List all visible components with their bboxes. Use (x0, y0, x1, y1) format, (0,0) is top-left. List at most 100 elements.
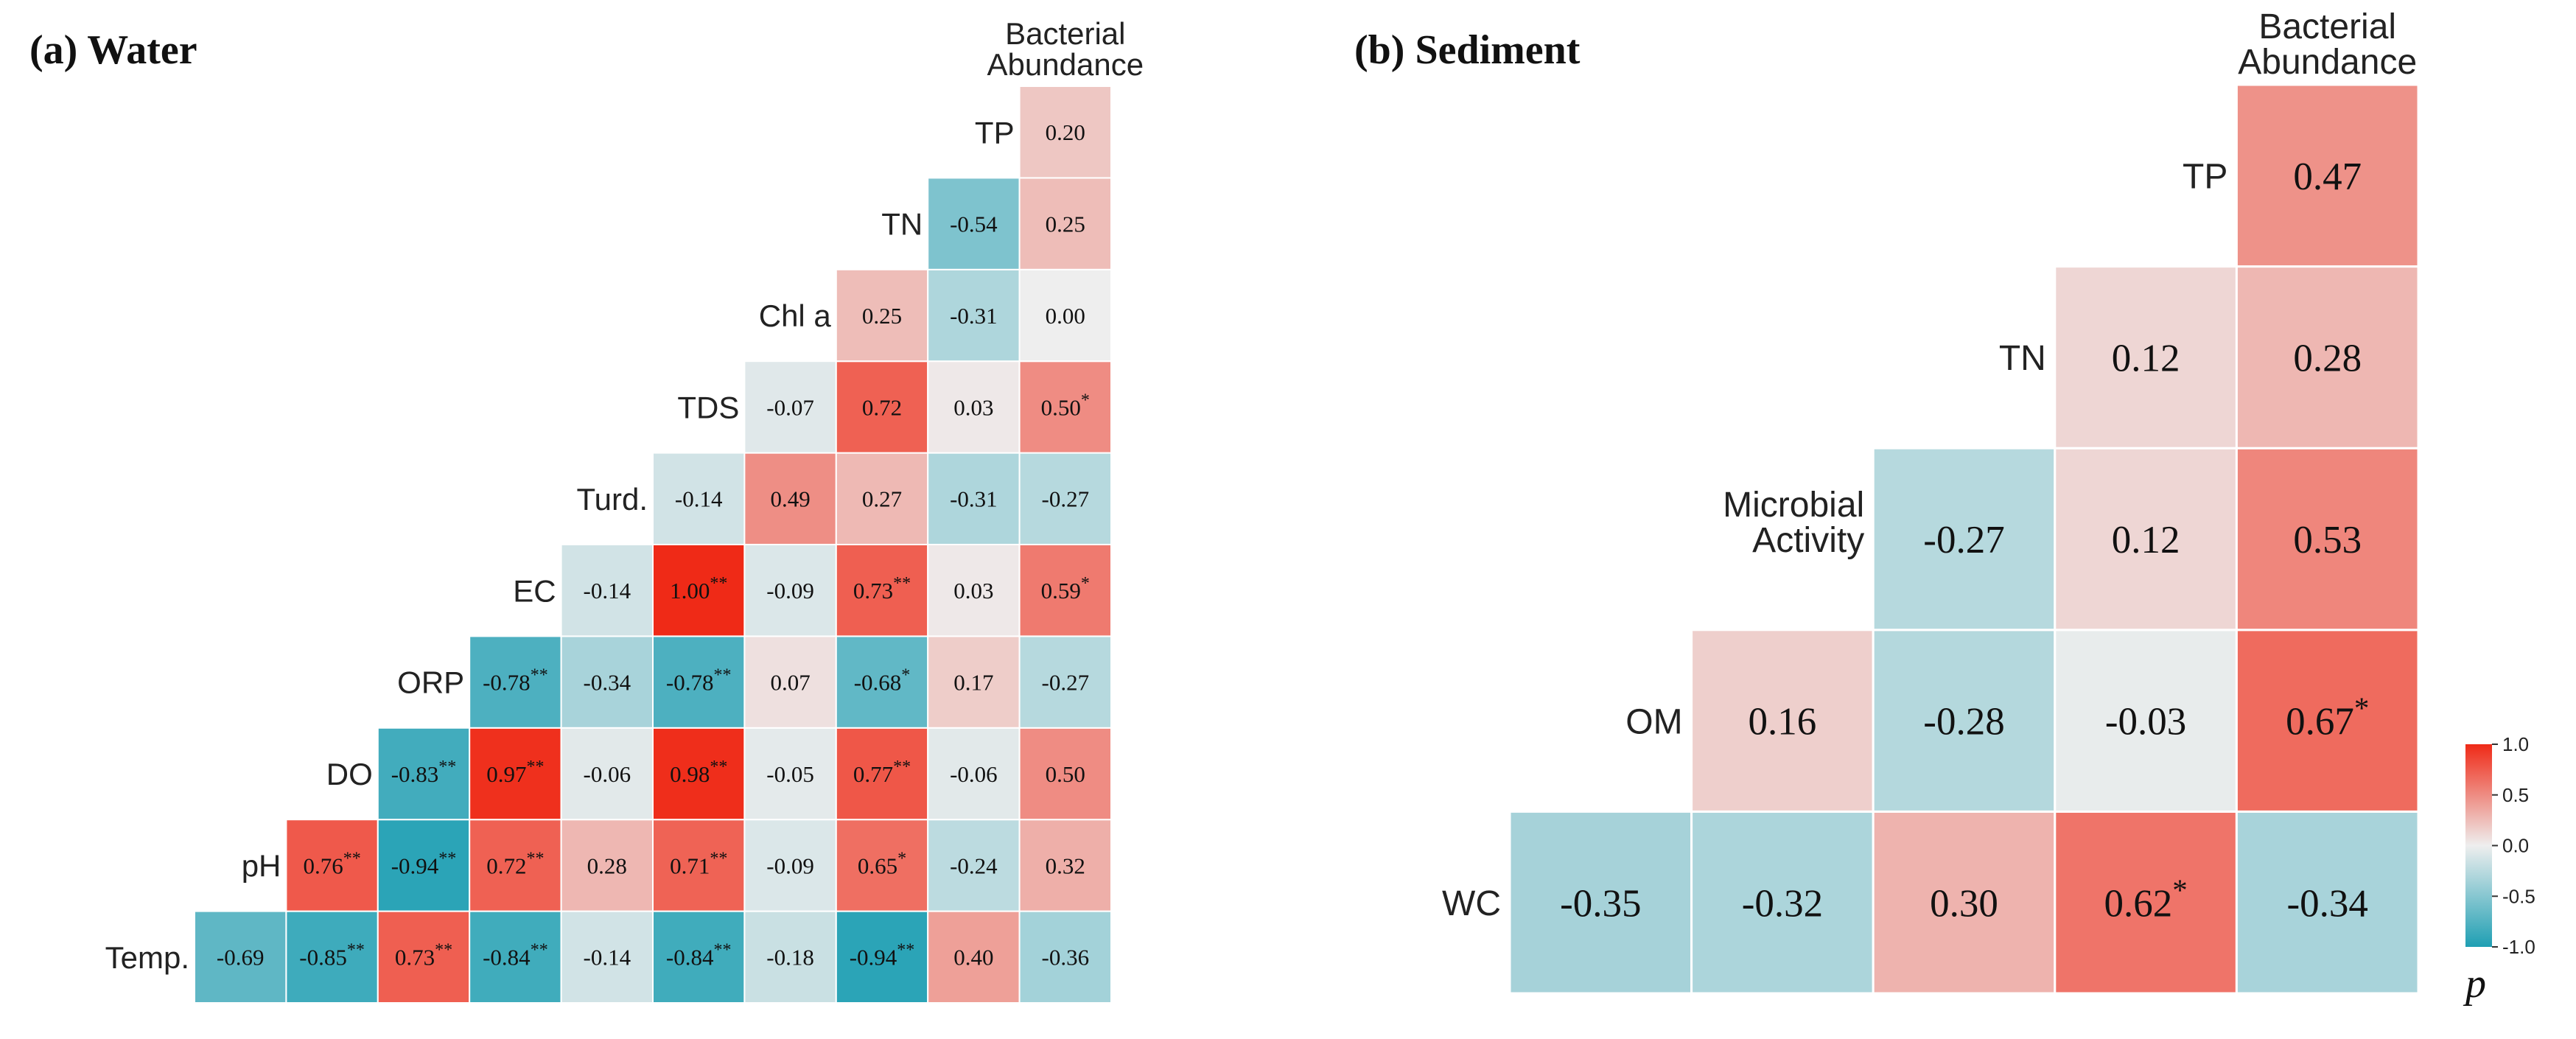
water-cell (835, 268, 929, 363)
water-cell-value: 0.32 (1046, 853, 1085, 878)
water-cell (835, 910, 929, 1004)
water-cell-value: 1.00** (670, 574, 727, 604)
sediment-cell-value: 0.16 (1749, 701, 1817, 744)
panel-a-title: (a) Water (29, 27, 197, 73)
sediment-cell-value: 0.28 (2293, 337, 2362, 379)
water-cell-value: -0.36 (1042, 945, 1090, 970)
water-cell (1018, 268, 1112, 363)
sediment-cell-value: -0.35 (1560, 882, 1641, 925)
water-row-label: Temp. (105, 940, 189, 975)
water-cell (560, 544, 654, 637)
water-cell (469, 727, 562, 821)
water-cell-value: 0.40 (953, 945, 993, 970)
water-cell (194, 910, 287, 1004)
legend-tick-label: 0.5 (2502, 784, 2529, 806)
legend-color-bar (2465, 744, 2492, 947)
water-cell-value: 0.25 (862, 303, 902, 329)
water-cell-value: -0.09 (766, 853, 814, 878)
sediment-cell (1872, 810, 2057, 995)
water-row-label: Chl a (759, 298, 832, 333)
water-cell (927, 177, 1021, 270)
sediment-row-label: OM (1625, 702, 1682, 741)
sediment-cell (2054, 629, 2238, 813)
panel-b-title: (b) Sediment (1354, 27, 1581, 73)
water-cell (1018, 85, 1112, 179)
water-row-label: TP (975, 115, 1015, 150)
sediment-cell (2235, 447, 2420, 632)
water-cell-value: 0.03 (953, 394, 993, 420)
sediment-cell-value: 0.12 (2112, 337, 2180, 379)
sediment-cell-value: 0.53 (2293, 519, 2362, 562)
water-cell-value: -0.07 (766, 394, 814, 420)
sediment-cell (1872, 447, 2057, 632)
water-cell (1018, 635, 1112, 729)
water-cell-value: 0.28 (587, 853, 627, 878)
water-row-label: EC (513, 573, 556, 608)
legend-tick-label: 0.0 (2502, 835, 2529, 857)
sediment-row-label: TN (1999, 339, 2046, 378)
water-cell (927, 635, 1021, 729)
water-cell (1018, 727, 1112, 821)
sediment-cell (1508, 810, 1693, 995)
water-cell (743, 360, 837, 454)
water-cell-value: -0.05 (766, 761, 814, 787)
water-cell-value: 0.03 (953, 578, 993, 604)
legend-tick-label: -1.0 (2502, 936, 2535, 958)
water-row-label: pH (242, 849, 281, 884)
water-cell (652, 910, 746, 1004)
legend-tick-label: 1.0 (2502, 733, 2529, 755)
sediment-cell (1872, 629, 2057, 813)
water-cell (927, 819, 1021, 912)
sediment-cell (1690, 629, 1875, 813)
sediment-row-label: WC (1442, 884, 1501, 923)
color-legend: 1.0 0.5 0.0 -0.5 -1.0 p (2463, 733, 2535, 1007)
water-cell (285, 910, 379, 1004)
water-cell-value: -0.54 (950, 211, 998, 237)
water-cell (1018, 910, 1112, 1004)
water-cell-value: -0.18 (766, 945, 814, 970)
water-row-label: TDS (677, 391, 739, 425)
water-cell-value: -0.27 (1042, 486, 1090, 512)
water-cell (835, 452, 929, 545)
sediment-row-label: TP (2183, 158, 2227, 197)
water-cell (560, 819, 654, 912)
water-cell-value: 0.49 (770, 486, 810, 512)
water-cell-value: 0.25 (1046, 211, 1085, 237)
water-row-label: Turd. (577, 482, 648, 517)
sediment-cell-value: -0.34 (2286, 882, 2367, 925)
water-cell (469, 635, 562, 729)
water-cell (652, 727, 746, 821)
water-cell-value: -0.06 (584, 761, 631, 787)
water-cell (469, 819, 562, 912)
water-cell-value: 0.20 (1046, 119, 1085, 145)
water-cell-value: -0.31 (950, 303, 998, 329)
water-cell-value: 0.27 (862, 486, 902, 512)
water-cell (1018, 360, 1112, 454)
sediment-row-label: Microbial Activity (1723, 486, 1864, 560)
water-cell-value: -0.09 (766, 578, 814, 604)
sediment-cell (2235, 810, 2420, 995)
water-row-label: ORP (397, 665, 464, 700)
sediment-cell (2235, 83, 2420, 268)
water-cell (652, 544, 746, 637)
water-cell-value: -0.94** (850, 941, 915, 970)
water-cell-value: -0.14 (584, 945, 631, 970)
legend-tick-label: -0.5 (2502, 885, 2535, 907)
water-cell-value: 0.00 (1046, 303, 1085, 329)
water-cell-value: -0.14 (584, 578, 631, 604)
water-cell-value: -0.27 (1042, 669, 1090, 695)
sediment-cell-value: -0.03 (2105, 701, 2186, 744)
water-cell-value: 0.72 (862, 394, 902, 420)
water-cell (927, 360, 1021, 454)
sediment-cell-value: -0.27 (1923, 519, 2004, 562)
water-cell-value: 0.17 (953, 669, 993, 695)
water-cell (652, 452, 746, 545)
water-cell (652, 635, 746, 729)
water-cell (743, 910, 837, 1004)
water-cell (743, 544, 837, 637)
sediment-cell (2054, 447, 2238, 632)
sediment-column-header: Bacterial Abundance (2238, 7, 2417, 82)
water-cell (1018, 544, 1112, 637)
